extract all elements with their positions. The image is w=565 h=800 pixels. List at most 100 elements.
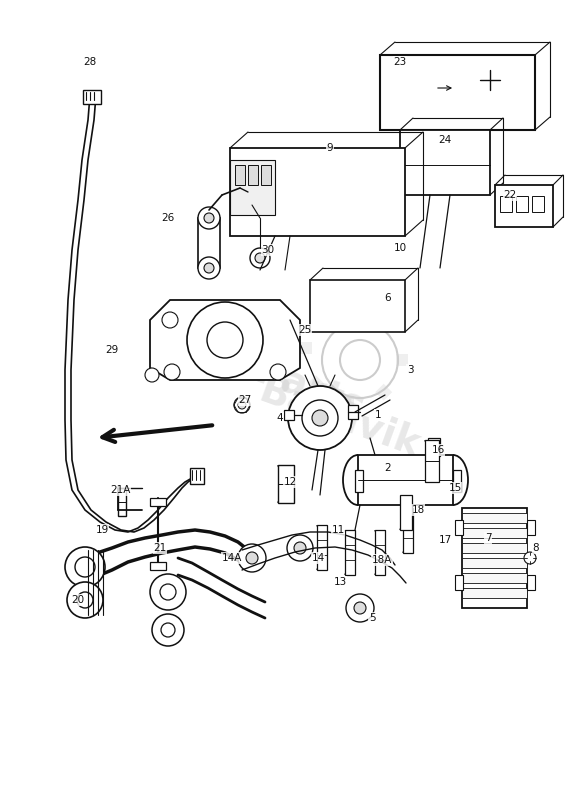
Circle shape (250, 248, 270, 268)
Text: 14A: 14A (222, 553, 242, 563)
Bar (83, 90, 101, 104)
Text: 6: 6 (385, 293, 392, 303)
Text: Bazavik: Bazavik (254, 371, 426, 465)
Circle shape (77, 592, 93, 608)
Bar (380, 55, 535, 130)
Text: 24: 24 (438, 135, 451, 145)
Text: 3: 3 (407, 365, 414, 375)
Circle shape (150, 574, 186, 610)
Circle shape (346, 594, 374, 622)
Bar (400, 130, 490, 195)
Bar (355, 470, 363, 492)
Bar (428, 438, 440, 456)
Bar (462, 573, 527, 583)
Circle shape (187, 302, 263, 378)
Bar (310, 280, 405, 332)
Circle shape (161, 623, 175, 637)
Bar (532, 196, 544, 212)
Bar (354, 300, 366, 312)
Bar (345, 530, 355, 575)
Text: 26: 26 (162, 213, 175, 223)
Text: 18A: 18A (372, 555, 392, 565)
Bar (396, 354, 408, 366)
Bar (198, 218, 220, 268)
Circle shape (75, 557, 95, 577)
Text: 29: 29 (106, 345, 119, 355)
Circle shape (67, 582, 103, 618)
Text: 21: 21 (153, 543, 167, 553)
Bar (316, 307, 333, 324)
Circle shape (255, 253, 265, 263)
Circle shape (198, 257, 220, 279)
Bar (462, 513, 527, 523)
Bar (150, 562, 166, 570)
Circle shape (354, 602, 366, 614)
Text: 28: 28 (84, 57, 97, 67)
Text: 9: 9 (327, 143, 333, 153)
Bar (317, 525, 327, 570)
Text: 17: 17 (438, 535, 451, 545)
Circle shape (204, 213, 214, 223)
Text: 23: 23 (393, 57, 407, 67)
Text: 16: 16 (431, 445, 445, 455)
Circle shape (164, 364, 180, 380)
Text: 8: 8 (533, 543, 540, 553)
Bar (527, 520, 535, 535)
Circle shape (294, 542, 306, 554)
Bar (278, 465, 294, 503)
Text: 25: 25 (298, 325, 312, 335)
Circle shape (152, 614, 184, 646)
Bar (284, 410, 294, 420)
Bar (495, 185, 553, 227)
Bar (150, 498, 166, 506)
Text: Parts: Parts (250, 353, 370, 427)
Circle shape (302, 400, 338, 436)
Bar (342, 396, 354, 408)
Circle shape (312, 410, 328, 426)
Text: 30: 30 (262, 245, 275, 255)
Circle shape (287, 535, 313, 561)
Bar (462, 558, 527, 568)
Bar (516, 196, 528, 212)
Text: 4: 4 (277, 413, 283, 423)
Text: 20: 20 (71, 595, 85, 605)
Text: 5: 5 (369, 613, 375, 623)
Circle shape (288, 386, 352, 450)
Text: 2: 2 (385, 463, 392, 473)
Text: 14: 14 (311, 553, 325, 563)
Bar (235, 165, 245, 185)
Circle shape (238, 544, 266, 572)
Text: 15: 15 (449, 483, 462, 493)
Bar (462, 588, 527, 598)
Circle shape (238, 401, 246, 409)
Text: 11: 11 (332, 525, 345, 535)
Bar (230, 160, 275, 215)
Bar (527, 575, 535, 590)
Bar (307, 375, 324, 392)
Circle shape (160, 584, 176, 600)
Bar (462, 508, 527, 608)
Bar (358, 455, 453, 505)
Circle shape (246, 552, 258, 564)
Circle shape (204, 263, 214, 273)
Circle shape (524, 552, 536, 564)
Bar (462, 528, 527, 538)
Bar (261, 165, 271, 185)
Circle shape (162, 312, 178, 328)
Text: 21A: 21A (110, 485, 130, 495)
Bar (453, 470, 461, 492)
Circle shape (145, 368, 159, 382)
Text: 7: 7 (485, 533, 492, 543)
Text: 12: 12 (284, 477, 297, 487)
Bar (375, 530, 385, 575)
Circle shape (234, 397, 250, 413)
Bar (462, 543, 527, 553)
Circle shape (198, 207, 220, 229)
Bar (230, 148, 405, 236)
Text: 19: 19 (95, 525, 108, 535)
Bar (425, 440, 439, 482)
Text: 22: 22 (503, 190, 516, 200)
Circle shape (65, 547, 105, 587)
Bar (118, 488, 126, 516)
Text: 10: 10 (393, 243, 407, 253)
